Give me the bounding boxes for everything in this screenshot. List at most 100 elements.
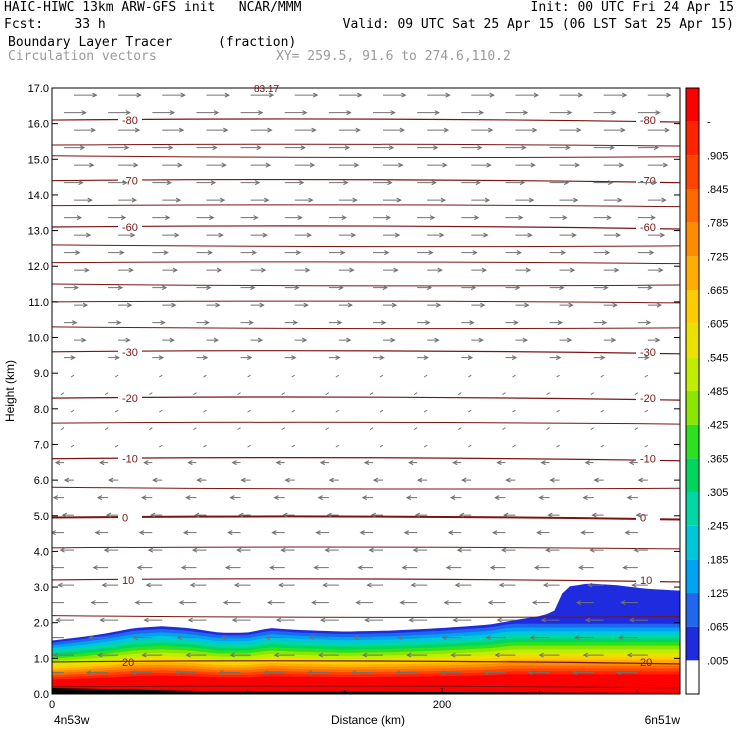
colorbar-label: .005 (707, 655, 728, 667)
circulation-vector (189, 582, 207, 588)
temperature-contour (52, 660, 680, 665)
circulation-vector (372, 477, 383, 483)
circulation-vector (549, 145, 571, 151)
circulation-vector (357, 565, 373, 571)
circulation-vector (399, 600, 418, 606)
circulation-vector (403, 530, 418, 536)
temperature-contour (52, 578, 680, 583)
circulation-vector (427, 267, 443, 273)
circulation-vector (294, 267, 311, 273)
circulation-vector (538, 652, 560, 658)
circulation-vector (397, 635, 418, 641)
circulation-vector (461, 320, 475, 326)
circulation-vector (417, 215, 436, 221)
circulation-vector (505, 110, 529, 116)
circulation-vector (266, 600, 285, 606)
circulation-vector (196, 285, 212, 291)
x-tick-label: 0 (49, 699, 55, 711)
circulation-vector (284, 180, 305, 186)
circulation-vector (250, 337, 264, 343)
circulation-vector (559, 127, 582, 133)
circulation-vector (328, 285, 344, 291)
circulation-vector (417, 110, 440, 116)
circulation-vector (370, 512, 383, 518)
circulation-vector (294, 197, 314, 203)
contour-label: -30 (640, 347, 656, 359)
circulation-vector (52, 672, 64, 674)
temperature-contour (52, 396, 680, 401)
colorbar-swatch (686, 189, 699, 223)
circulation-vector (64, 250, 81, 256)
colorbar-label: .485 (707, 386, 728, 398)
circulation-vector (383, 92, 407, 98)
circulation-vector (408, 617, 428, 623)
circulation-vector (326, 512, 339, 518)
circulation-vector (60, 392, 65, 396)
y-tick-label: 0.0 (34, 689, 49, 701)
circulation-vector (549, 477, 560, 483)
circulation-vector (417, 180, 437, 186)
y-tick-label: 12.0 (28, 261, 49, 273)
circulation-vector (132, 635, 153, 641)
circulation-vector (505, 320, 519, 326)
colorbar-label: - (707, 117, 711, 129)
circulation-vector (74, 127, 97, 133)
circulation-vector (247, 409, 251, 413)
y-tick-label: 11.0 (28, 297, 49, 309)
circulation-vector (55, 617, 74, 623)
contour-line (52, 283, 680, 287)
circulation-vector (240, 215, 259, 221)
circulation-vector (593, 110, 617, 116)
circulation-vector (233, 582, 251, 588)
circulation-vector (373, 285, 388, 291)
circulation-vector (578, 565, 594, 571)
colorbar-label: .125 (707, 588, 728, 600)
circulation-vector (373, 110, 396, 116)
circulation-vector (240, 180, 261, 186)
circulation-vector (644, 444, 649, 448)
circulation-vector (471, 232, 489, 238)
circulation-vector (328, 145, 351, 151)
circulation-vector (489, 565, 506, 571)
colorbar-label: .305 (707, 487, 728, 499)
circulation-vector (379, 444, 384, 448)
circulation-vector (250, 267, 267, 273)
circulation-vector (449, 495, 462, 501)
circulation-vector (284, 110, 308, 116)
colorbar-label: .905 (707, 150, 728, 162)
circulation-vector (549, 355, 562, 361)
circulation-vector (379, 374, 384, 378)
y-tick-label: 3.0 (34, 582, 49, 594)
circulation-vector (149, 427, 153, 431)
circulation-vector (152, 477, 163, 483)
circulation-vector (471, 162, 492, 168)
circulation-vector (582, 495, 594, 501)
circulation-vector (118, 302, 133, 308)
circulation-vector (373, 355, 385, 361)
colorbar-swatch (686, 290, 699, 324)
circulation-vector (236, 547, 251, 553)
circulation-vector (503, 512, 516, 518)
circulation-vector (57, 582, 74, 588)
circulation-vector (637, 180, 658, 186)
circulation-vector (615, 670, 638, 676)
circulation-vector (140, 495, 153, 501)
circulation-vector (240, 145, 262, 151)
circulation-vector (315, 530, 329, 536)
contour-label-bg (636, 221, 660, 234)
contour-line (52, 204, 680, 208)
circulation-vector (145, 582, 163, 588)
colorbar-label: .245 (707, 521, 728, 533)
circulation-vector (471, 127, 494, 133)
circulation-vector (196, 215, 215, 221)
circulation-vector (620, 600, 638, 606)
circulation-vector (237, 427, 241, 431)
colorbar-swatch (686, 155, 699, 189)
contour-label: 0 (640, 513, 646, 525)
circulation-vector (108, 355, 120, 361)
circulation-vector (273, 652, 295, 658)
circulation-vector (505, 355, 518, 361)
circulation-vector (471, 267, 488, 273)
circulation-vector (162, 267, 179, 273)
circulation-vector (196, 320, 210, 326)
